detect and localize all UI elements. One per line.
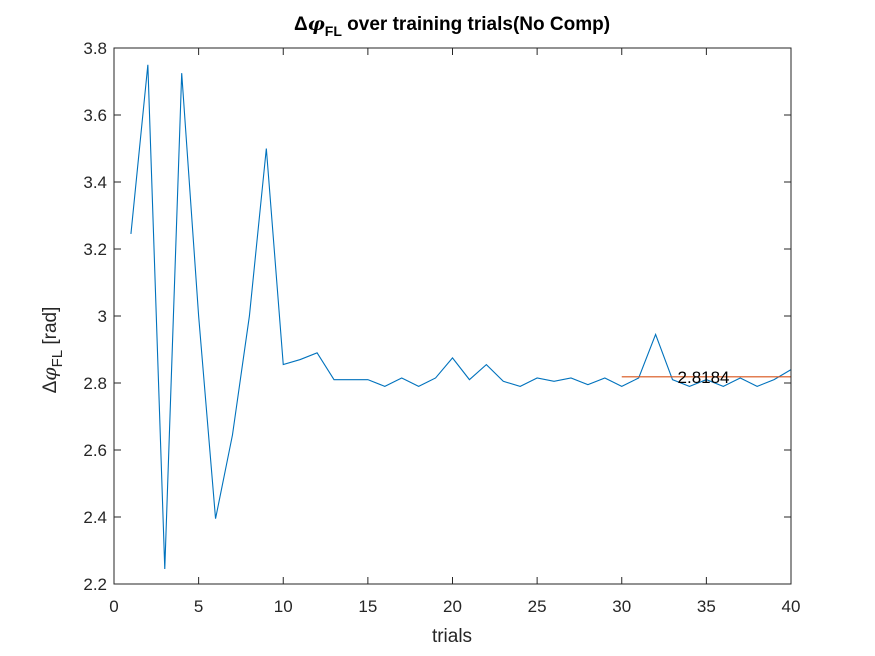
x-tick-label: 15 [358,597,377,616]
x-tick-label: 0 [109,597,118,616]
axes-layer: 0 5 10 15 20 25 30 35 40 2.2 2.4 2.6 2.8 3 3.2 3.4 3.6 3.… [83,39,800,616]
x-tick-label: 40 [782,597,801,616]
y-tick-label: 3.2 [83,240,107,259]
y-axis-label-suffix: [rad] [40,307,61,350]
mean-value-annotation: 2.8184 [678,368,730,387]
y-axis-label: ΔφFL [rad] [39,307,66,394]
plot-background [114,48,791,584]
annotation-layer: 2.8184 [678,368,730,387]
y-tick-label: 2.6 [83,441,107,460]
y-tick-label: 2.8 [83,374,107,393]
series-line-delta-phi [130,64,792,569]
x-tick-label: 30 [612,597,631,616]
y-tick-label: 3.4 [83,173,107,192]
y-tick-label: 2.2 [83,575,107,594]
x-tick-label: 25 [528,597,547,616]
x-tick-label: 20 [443,597,462,616]
chart-title-prefix: Δ [294,14,308,35]
y-tick-label: 2.4 [83,508,107,527]
y-axis-label-prefix: Δ [40,380,61,393]
y-tick-label: 3 [98,307,107,326]
y-tick-label: 3.8 [83,39,107,58]
chart-title-symbol: φ [308,13,325,35]
plot-area [114,48,791,584]
y-tick-label: 3.6 [83,106,107,125]
y-axis-label-subscript: FL [49,350,66,368]
x-tick-label: 35 [697,597,716,616]
x-axis-label: trials [432,626,472,647]
chart-title-subscript: FL [325,23,343,39]
y-axis-label-symbol: φ [39,367,61,381]
series-layer [130,64,792,569]
chart-title-suffix: over training trials(No Comp) [342,14,610,35]
x-tick-label: 5 [194,597,203,616]
x-tick-label: 10 [274,597,293,616]
chart-title: ΔφFL over training trials(No Comp) [294,13,610,39]
